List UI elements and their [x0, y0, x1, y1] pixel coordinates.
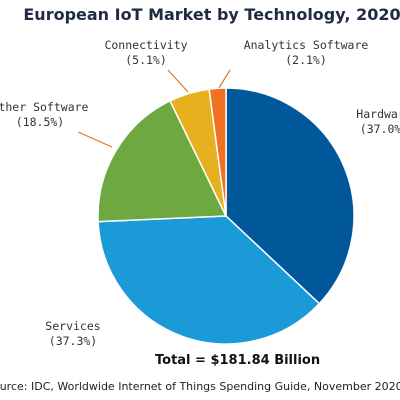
slice-percent-analytics-software: (2.1%) [285, 53, 327, 67]
slice-label-connectivity: Connectivity [104, 38, 187, 52]
total-label: Total = $181.84 Billion [155, 353, 320, 368]
slice-label-hardware: Hardware [356, 107, 400, 121]
pie-slice-analytics-software [208, 87, 227, 217]
leader-line-connectivity [167, 69, 189, 93]
slice-percent-hardware: (37.0%) [360, 122, 400, 136]
pie-slice-services [97, 215, 321, 345]
slice-percent-other-software: (18.5%) [16, 115, 64, 129]
slice-percent-services: (37.3%) [49, 334, 97, 348]
slice-label-other-software: Other Software [0, 100, 89, 114]
pie-slice-other-software [97, 99, 228, 223]
leader-line-analytics [218, 69, 231, 89]
source-note: Source: IDC, Worldwide Internet of Thing… [0, 380, 400, 393]
leader-line-other-software [77, 131, 113, 148]
chart-title: European IoT Market by Technology, 2020 [23, 5, 400, 24]
slice-label-analytics-software: Analytics Software [244, 38, 369, 52]
slice-label-services: Services [45, 319, 100, 333]
pie-slice-hardware [225, 87, 355, 305]
slice-percent-connectivity: (5.1%) [125, 53, 167, 67]
